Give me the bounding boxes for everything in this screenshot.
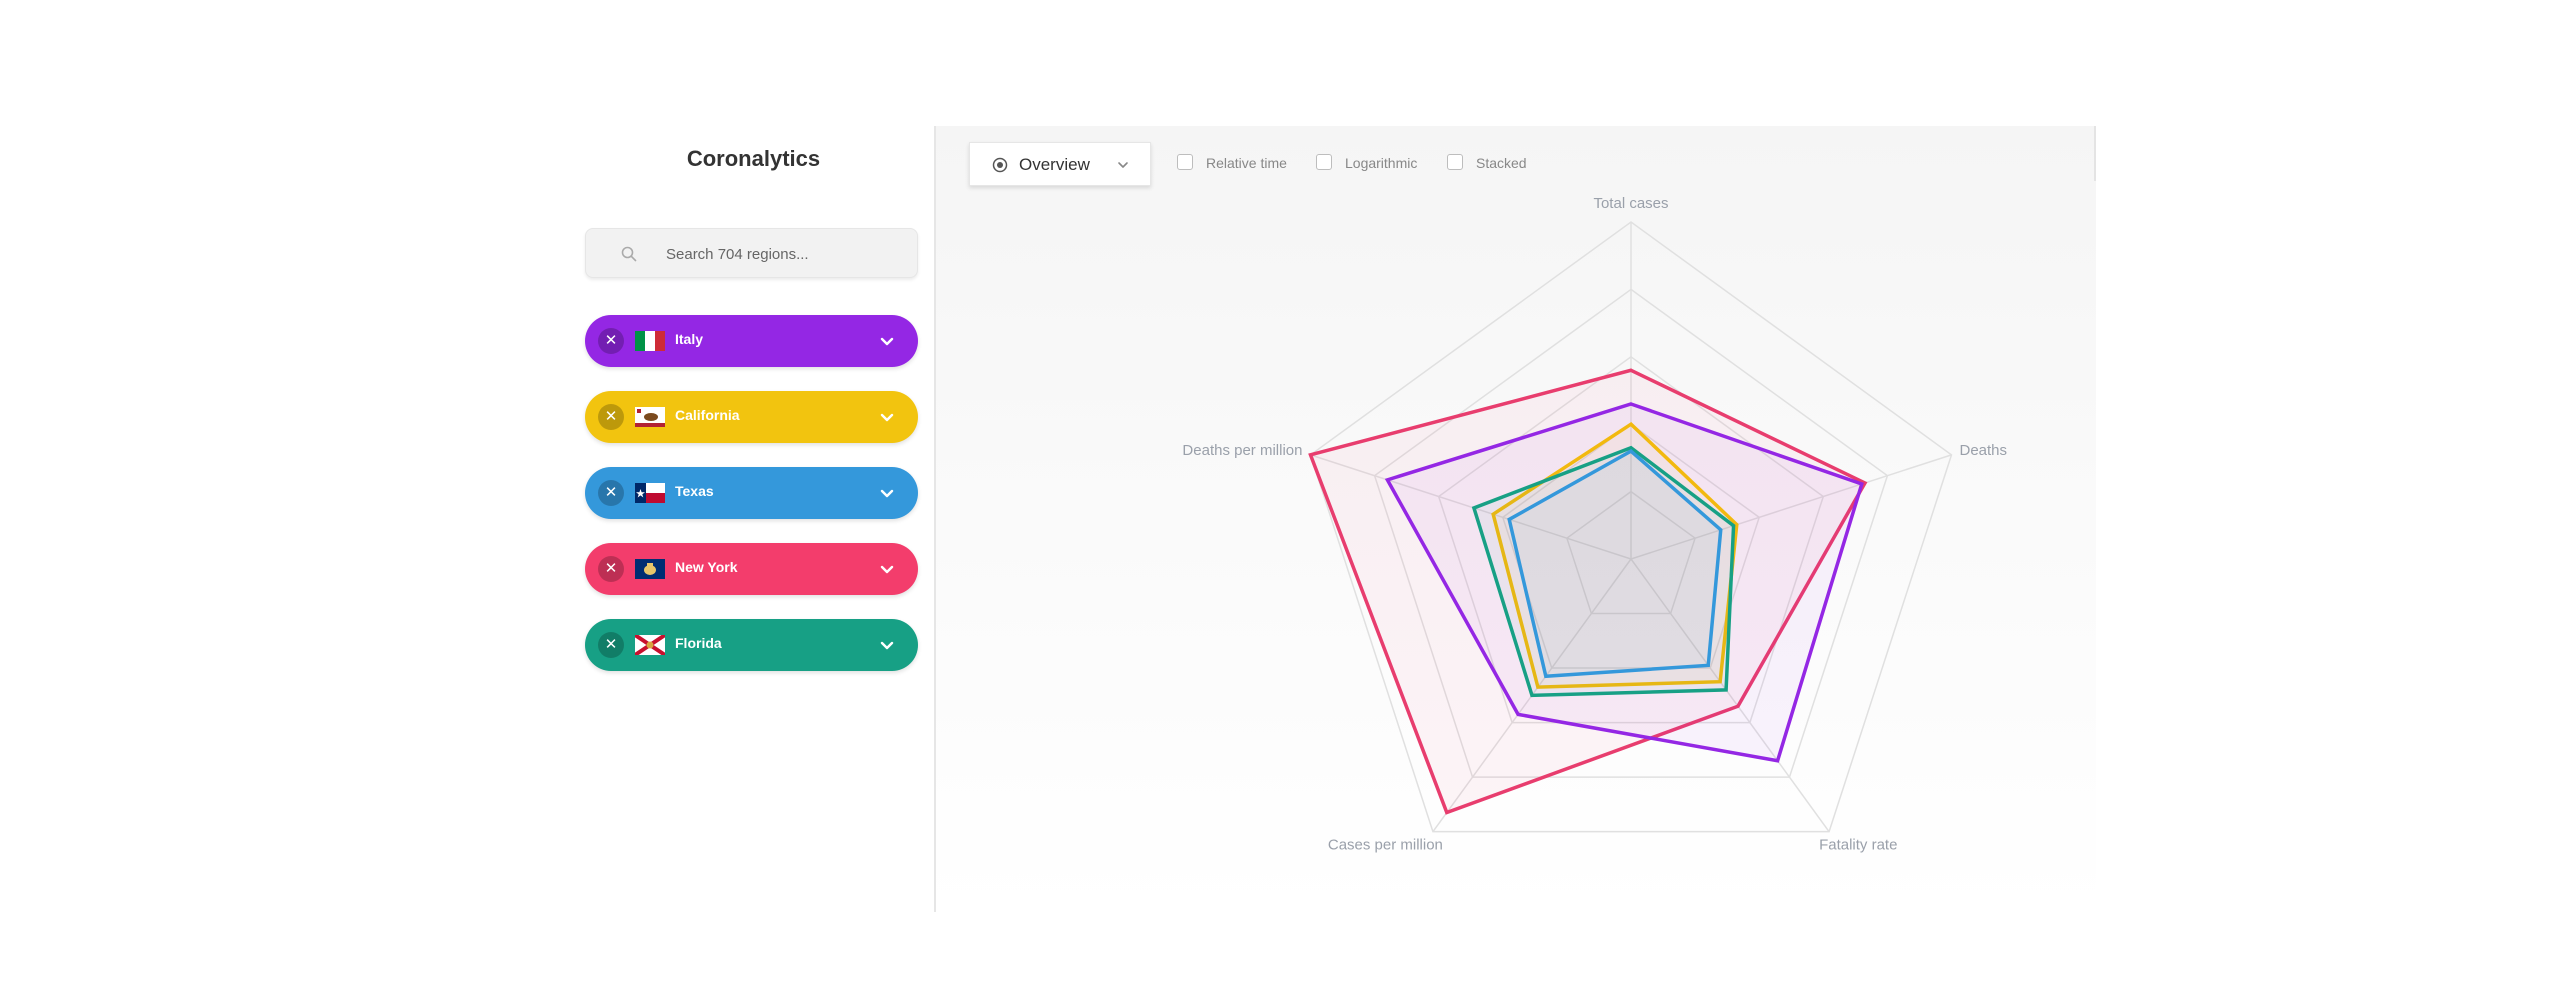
app-title: Coronalytics [686,146,821,171]
series-polygon-florida [1471,445,1736,698]
relative-time-checkbox[interactable] [1177,154,1193,170]
grid-spoke [1630,454,1952,560]
axis-label: Fatality rate [1819,837,1897,854]
florida-flag [635,635,665,655]
stacked-label: Stacked [1476,155,1527,171]
chevron-down-icon[interactable] [878,484,896,502]
chevron-down-icon[interactable] [878,636,896,654]
region-pill-italy[interactable]: ✕ Italy [585,315,918,367]
grid-ring [1309,221,1953,833]
search-box[interactable] [585,228,918,278]
grid-spoke [1630,558,1830,833]
grid-ring [1373,288,1889,778]
radar-chart: Total cases Deaths Fatality rate Cases per … [1182,195,2008,854]
region-pill-new-york[interactable]: ✕ New York [585,543,918,595]
italy-flag [635,331,665,351]
close-icon[interactable]: ✕ [598,480,624,506]
search-input[interactable] [664,242,898,266]
region-name: California [675,407,740,423]
grid-ring [1501,423,1761,669]
axis-label: Deaths [1960,442,2008,459]
chevron-down-icon[interactable] [878,408,896,426]
axis-label: Cases per million [1328,837,1443,854]
logarithmic-checkbox[interactable] [1316,154,1332,170]
sidebar: Coronalytics ✕ Italy ✕ [585,126,934,912]
new-york-flag [635,559,665,579]
chart-panel: Overview Relative time Logarithmic Stack… [936,126,2096,912]
california-flag [635,407,665,427]
region-pill-florida[interactable]: ✕ Florida [585,619,918,671]
view-select-value: Overview [1019,155,1090,174]
region-name: Italy [675,331,704,347]
stacked-checkbox[interactable] [1447,154,1463,170]
close-icon[interactable]: ✕ [598,556,624,582]
series-polygon-italy [1384,402,1864,763]
chevron-down-icon [1118,162,1128,168]
chevron-down-icon[interactable] [878,332,896,350]
grid-spoke [1310,454,1632,560]
texas-flag [635,483,665,503]
region-pill-texas[interactable]: ✕ Texas [585,467,918,519]
series-polygon-texas [1507,449,1723,679]
region-pill-california[interactable]: ✕ California [585,391,918,443]
close-icon[interactable]: ✕ [598,632,624,658]
search-icon [621,246,637,262]
region-name: Florida [675,635,722,651]
view-select[interactable]: Overview [969,142,1151,186]
series-polygon-new-york [1308,368,1868,815]
chevron-down-icon[interactable] [878,560,896,578]
axis-label: Deaths per million [1182,442,1302,459]
region-name: Texas [675,483,714,499]
sidebar-divider [934,126,936,912]
close-icon[interactable]: ✕ [598,404,624,430]
relative-time-label: Relative time [1206,155,1287,171]
axis-label: Total cases [1593,195,1668,212]
logarithmic-label: Logarithmic [1345,155,1418,171]
grid-ring [1437,355,1825,724]
app-container: Coronalytics ✕ Italy ✕ [585,126,2096,912]
grid-ring [1566,490,1696,615]
close-icon[interactable]: ✕ [598,328,624,354]
radar-icon [992,157,1008,173]
region-name: New York [675,559,738,575]
